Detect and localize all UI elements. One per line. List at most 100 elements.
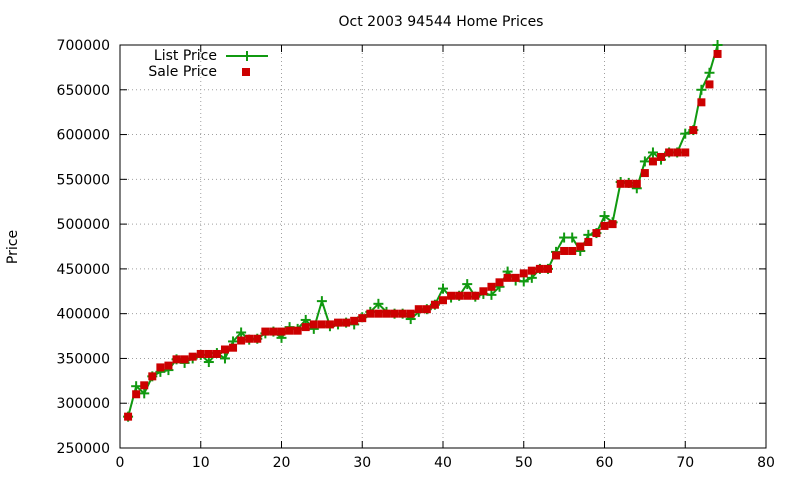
sale-price-point xyxy=(220,345,229,354)
legend-marker-sale-price xyxy=(242,68,250,76)
sale-price-point xyxy=(285,326,294,335)
sale-price-point xyxy=(430,300,439,309)
legend-marker-list-price xyxy=(242,51,252,61)
sale-price-point xyxy=(463,291,472,300)
sale-price-point xyxy=(237,336,246,345)
sale-price-point xyxy=(673,148,682,157)
list-price-point xyxy=(486,289,497,300)
list-price-point xyxy=(696,84,707,95)
sale-price-point xyxy=(422,305,431,314)
y-tick-label: 350000 xyxy=(57,351,110,367)
sale-price-point xyxy=(560,246,569,255)
sale-price-point xyxy=(640,169,649,178)
legend-label-sale-price: Sale Price xyxy=(148,64,217,80)
sale-price-point xyxy=(212,349,221,358)
sale-price-point xyxy=(705,80,714,89)
x-tick-label: 10 xyxy=(192,455,210,471)
sale-price-point xyxy=(293,326,302,335)
sale-price-point xyxy=(172,355,181,364)
sale-price-point xyxy=(414,305,423,314)
sale-price-point xyxy=(325,320,334,329)
list-price-point xyxy=(599,211,610,222)
sale-price-point xyxy=(543,264,552,273)
x-axis-ticks: 0 10 20 30 40 50 60 70 80 xyxy=(116,45,775,471)
sale-price-point xyxy=(245,334,254,343)
x-tick-label: 70 xyxy=(676,455,694,471)
sale-price-point xyxy=(471,291,480,300)
legend: List Price Sale Price xyxy=(148,48,268,80)
list-price-point xyxy=(462,279,473,290)
sale-price-point xyxy=(616,179,625,188)
sale-price-point xyxy=(592,229,601,238)
y-tick-label: 700000 xyxy=(57,38,110,54)
sale-price-point xyxy=(455,291,464,300)
list-price-point xyxy=(680,128,691,139)
sale-price-point xyxy=(447,291,456,300)
sale-price-point xyxy=(665,148,674,157)
sale-price-point xyxy=(439,296,447,305)
sale-price-point xyxy=(132,390,141,399)
sale-price-point xyxy=(406,309,415,318)
sale-price-point xyxy=(366,309,375,318)
sale-price-point xyxy=(568,246,577,255)
sale-price-point xyxy=(188,352,197,361)
grid-lines xyxy=(120,45,766,448)
sale-price-point xyxy=(358,314,367,323)
sale-price-point xyxy=(632,179,641,188)
sale-price-point xyxy=(350,316,359,325)
sale-price-point xyxy=(374,309,383,318)
sale-price-point xyxy=(309,320,318,329)
y-axis-ticks: 250000 300000 350000 400000 450000 500000 5500… xyxy=(57,38,766,457)
sale-price-point xyxy=(681,148,690,157)
series-sale-price xyxy=(124,49,722,421)
y-tick-label: 250000 xyxy=(57,441,110,457)
list-price-point xyxy=(639,156,650,167)
chart-title: Oct 2003 94544 Home Prices xyxy=(339,14,544,30)
sale-price-point xyxy=(535,264,544,273)
list-price-point xyxy=(704,67,715,78)
sale-price-point xyxy=(164,361,173,370)
sale-price-point xyxy=(713,49,722,58)
sale-price-point xyxy=(317,320,326,329)
x-tick-label: 0 xyxy=(116,455,125,471)
list-price-point xyxy=(518,276,529,287)
sale-price-point xyxy=(180,355,189,364)
x-tick-label: 20 xyxy=(273,455,291,471)
sale-price-point xyxy=(527,266,536,275)
list-price-point xyxy=(373,298,384,309)
sale-price-point xyxy=(253,334,262,343)
sale-price-point xyxy=(269,327,278,336)
list-price-point xyxy=(139,388,150,399)
sale-price-point xyxy=(229,343,238,352)
x-tick-label: 30 xyxy=(353,455,371,471)
list-price-point xyxy=(316,296,327,307)
sale-price-point xyxy=(277,327,286,336)
list-price-point xyxy=(236,327,247,338)
sale-price-point xyxy=(301,323,310,332)
x-tick-label: 50 xyxy=(515,455,533,471)
sale-price-point xyxy=(124,412,133,421)
list-price-point xyxy=(438,283,448,294)
sale-price-point xyxy=(398,309,407,318)
list-price-point xyxy=(131,381,142,392)
sale-price-point xyxy=(495,278,504,287)
sale-price-point xyxy=(624,179,633,188)
sale-price-point xyxy=(382,309,391,318)
sale-price-point xyxy=(261,327,270,336)
sale-price-point xyxy=(511,273,520,282)
list-price-line xyxy=(127,44,719,417)
sale-price-point xyxy=(148,372,157,381)
sale-price-point xyxy=(600,221,609,230)
sale-price-point xyxy=(689,126,698,135)
y-tick-label: 600000 xyxy=(57,128,110,144)
sale-price-point xyxy=(479,287,488,296)
sale-price-point xyxy=(334,318,343,327)
sale-price-point xyxy=(140,381,149,390)
y-tick-label: 450000 xyxy=(57,262,110,278)
x-tick-label: 60 xyxy=(596,455,614,471)
sale-price-point xyxy=(648,157,657,166)
sale-price-point xyxy=(156,363,165,372)
sale-price-point xyxy=(519,269,528,278)
sale-price-point xyxy=(584,238,593,247)
sale-price-point xyxy=(342,318,351,327)
